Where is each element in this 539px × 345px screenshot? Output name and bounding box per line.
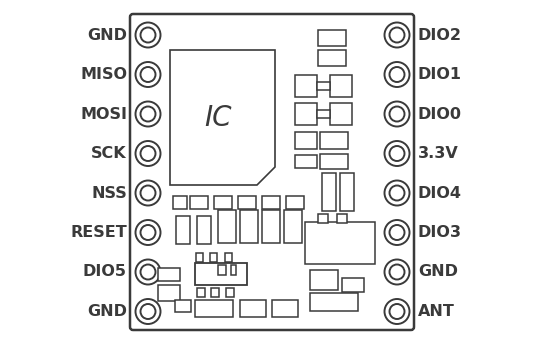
Circle shape — [384, 62, 410, 87]
Bar — [318, 30, 346, 46]
Circle shape — [135, 259, 161, 285]
Bar — [214, 196, 232, 209]
Circle shape — [390, 28, 404, 42]
Bar — [295, 132, 317, 149]
Bar — [295, 155, 317, 168]
Text: MOSI: MOSI — [80, 107, 127, 121]
Bar — [195, 300, 233, 317]
Circle shape — [141, 225, 155, 240]
Bar — [317, 82, 330, 90]
Bar — [231, 265, 236, 275]
Bar — [286, 196, 304, 209]
Bar — [210, 253, 217, 262]
Circle shape — [390, 107, 404, 121]
Circle shape — [384, 180, 410, 206]
Text: DIO2: DIO2 — [418, 28, 462, 42]
Text: 3.3V: 3.3V — [418, 146, 459, 161]
Bar — [340, 173, 354, 211]
Bar — [330, 75, 352, 97]
Circle shape — [135, 299, 161, 324]
Bar — [320, 132, 348, 149]
Bar — [318, 214, 328, 223]
Text: ANT: ANT — [418, 304, 455, 319]
Bar — [190, 196, 208, 209]
Circle shape — [390, 67, 404, 82]
Bar — [322, 173, 336, 211]
Bar — [226, 288, 234, 297]
Bar — [238, 196, 256, 209]
Circle shape — [141, 186, 155, 200]
Text: GND: GND — [418, 265, 458, 279]
Circle shape — [141, 28, 155, 42]
Bar — [197, 216, 211, 244]
Bar — [218, 210, 236, 243]
Bar — [330, 103, 352, 125]
FancyBboxPatch shape — [130, 14, 414, 330]
Circle shape — [390, 265, 404, 279]
Circle shape — [135, 22, 161, 48]
Circle shape — [384, 22, 410, 48]
Text: GND: GND — [87, 28, 127, 42]
Circle shape — [135, 180, 161, 206]
Bar — [284, 210, 302, 243]
Bar — [175, 300, 191, 312]
Bar — [240, 300, 266, 317]
Text: RESET: RESET — [70, 225, 127, 240]
Circle shape — [390, 304, 404, 319]
Bar — [218, 265, 226, 275]
Bar — [173, 196, 187, 209]
Circle shape — [390, 225, 404, 240]
Bar — [176, 216, 190, 244]
Circle shape — [384, 259, 410, 285]
Bar — [225, 253, 232, 262]
Bar — [272, 300, 298, 317]
Circle shape — [141, 146, 155, 161]
Bar — [342, 278, 364, 292]
Text: SCK: SCK — [92, 146, 127, 161]
Bar — [317, 110, 330, 118]
Circle shape — [141, 265, 155, 279]
Bar — [310, 270, 338, 290]
Bar — [295, 75, 317, 97]
Text: DIO1: DIO1 — [418, 67, 462, 82]
Bar — [262, 210, 280, 243]
Bar — [320, 154, 348, 169]
Bar — [158, 268, 180, 281]
Circle shape — [135, 62, 161, 87]
Text: DIO5: DIO5 — [83, 265, 127, 279]
Text: NSS: NSS — [91, 186, 127, 200]
Text: GND: GND — [87, 304, 127, 319]
Circle shape — [384, 299, 410, 324]
Bar — [197, 288, 205, 297]
Bar — [310, 293, 358, 311]
Text: DIO4: DIO4 — [418, 186, 462, 200]
Text: DIO3: DIO3 — [418, 225, 462, 240]
Bar — [337, 214, 347, 223]
Text: IC: IC — [205, 104, 232, 131]
Text: MISO: MISO — [80, 67, 127, 82]
Circle shape — [141, 304, 155, 319]
Bar — [195, 263, 247, 285]
Bar — [262, 196, 280, 209]
Bar — [305, 222, 375, 264]
Bar — [158, 285, 180, 301]
Circle shape — [141, 107, 155, 121]
Circle shape — [390, 186, 404, 200]
Text: DIO0: DIO0 — [418, 107, 462, 121]
Polygon shape — [170, 50, 275, 185]
Circle shape — [384, 101, 410, 127]
Bar — [196, 253, 203, 262]
Circle shape — [384, 220, 410, 245]
Bar — [318, 50, 346, 66]
Circle shape — [135, 220, 161, 245]
Circle shape — [135, 141, 161, 166]
Circle shape — [135, 101, 161, 127]
Circle shape — [390, 146, 404, 161]
Circle shape — [141, 67, 155, 82]
Bar — [295, 103, 317, 125]
Bar — [211, 288, 219, 297]
Bar — [240, 210, 258, 243]
Circle shape — [384, 141, 410, 166]
